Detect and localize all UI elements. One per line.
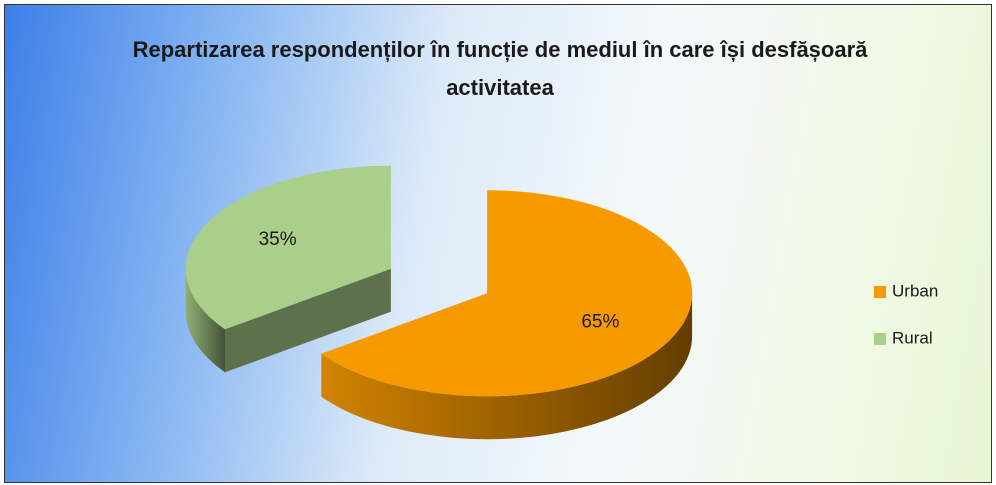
legend-label: Urban xyxy=(892,281,938,300)
legend-swatch xyxy=(874,333,886,345)
chart: Repartizarea respondenților în funcție d… xyxy=(4,4,992,483)
legend-label: Rural xyxy=(892,328,933,347)
legend-swatch xyxy=(874,286,886,298)
slice-side xyxy=(321,293,693,440)
plot: 35% 65% Urban Rural xyxy=(185,165,938,440)
slice xyxy=(321,190,693,397)
data-label: 35% xyxy=(259,229,297,250)
data-label: 65% xyxy=(581,311,619,332)
slice xyxy=(185,165,391,330)
slice-side xyxy=(185,268,225,373)
slice-face xyxy=(225,268,391,373)
chart-title: Repartizarea respondenților în funcție d… xyxy=(132,37,868,100)
